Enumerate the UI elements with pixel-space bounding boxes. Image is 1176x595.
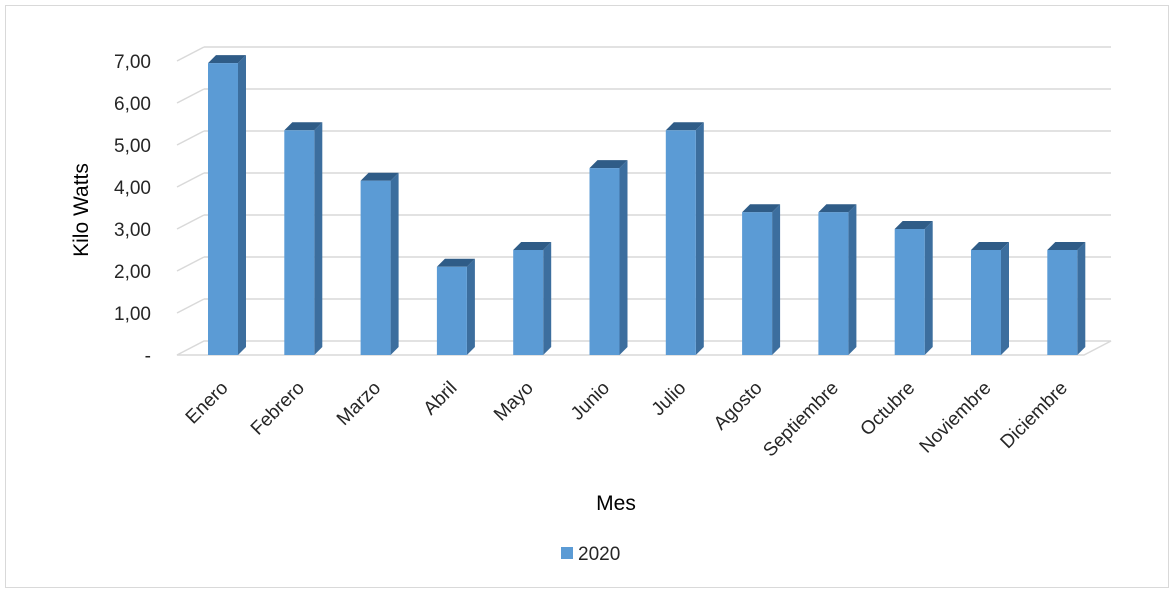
bar-top — [436, 258, 475, 267]
bar-front — [971, 250, 1001, 355]
y-tick-label: 7,00 — [114, 52, 151, 73]
bar — [971, 242, 1009, 355]
bar — [513, 242, 552, 355]
bar — [894, 221, 933, 355]
bar-front — [894, 229, 925, 355]
x-tick-label: Mayo — [490, 378, 538, 426]
x-axis-ticks: Enero Febrero Marzo Abril Mayo Junio Julio Agos… — [182, 378, 1072, 462]
chart-floor — [176, 340, 1112, 356]
bars — [208, 55, 1086, 355]
bar-front — [360, 180, 391, 355]
bar-side — [924, 221, 933, 355]
y-tick-label: 3,00 — [114, 220, 151, 241]
gridline-depth — [176, 88, 205, 104]
bar-top — [971, 242, 1009, 250]
gridline-depth — [176, 130, 205, 146]
bar-front — [589, 168, 620, 355]
y-tick-label: 1,00 — [114, 304, 151, 325]
bar-side — [695, 122, 704, 355]
x-tick-label: Junio — [567, 378, 614, 425]
gridline-depth — [176, 214, 205, 230]
bar-side — [390, 172, 399, 355]
bar — [436, 258, 475, 355]
bar — [665, 122, 704, 355]
bar-side — [1077, 242, 1086, 355]
x-tick-label: Abril — [420, 378, 462, 420]
y-axis-ticks: - 1,00 2,00 3,00 4,00 5,00 6,00 7,00 — [114, 52, 151, 367]
x-tick-label: Julio — [648, 378, 690, 420]
bar-front — [1047, 250, 1078, 355]
y-tick-label: 4,00 — [114, 178, 151, 199]
bar-side — [238, 55, 246, 355]
bar-top — [360, 172, 399, 181]
y-tick-label: 5,00 — [114, 136, 151, 157]
gridline-depth — [176, 256, 205, 272]
bar-top — [284, 122, 323, 131]
gridline-depth — [176, 172, 205, 188]
bar-side — [848, 204, 857, 355]
x-tick-label: Noviembre — [916, 378, 996, 458]
x-tick-label: Febrero — [247, 378, 309, 440]
bar-front — [742, 212, 773, 355]
bar-side — [772, 204, 781, 355]
bar — [284, 122, 323, 355]
bar-front — [284, 130, 315, 355]
bar-top — [818, 204, 857, 213]
bar-front — [436, 266, 467, 355]
gridline-depth — [176, 298, 205, 314]
bar-side — [466, 258, 475, 355]
x-tick-label: Octubre — [857, 378, 920, 441]
y-axis-title: Kilo Watts — [70, 163, 93, 257]
y-tick-label: - — [145, 346, 151, 367]
bar — [742, 204, 781, 355]
bar — [818, 204, 857, 355]
bar — [589, 160, 628, 355]
bar-top — [513, 242, 552, 250]
x-tick-label: Enero — [182, 378, 233, 429]
bar-front — [208, 63, 238, 355]
bar-side — [619, 160, 628, 355]
bar-front — [818, 212, 849, 355]
legend-swatch — [561, 547, 573, 559]
x-tick-label: Marzo — [333, 378, 385, 430]
legend-label: 2020 — [578, 544, 620, 565]
bar-front — [513, 250, 544, 355]
bar-top — [742, 204, 781, 213]
gridline-depth — [176, 46, 205, 62]
y-tick-label: 6,00 — [114, 94, 151, 115]
gridlines — [176, 46, 1111, 314]
x-tick-label: Agosto — [710, 378, 767, 435]
x-tick-label: Diciembre — [997, 378, 1072, 453]
x-tick-label: Septiembre — [759, 378, 843, 462]
bar-top — [208, 55, 246, 64]
legend: 2020 — [561, 544, 620, 565]
bar-side — [314, 122, 323, 355]
bar-top — [665, 122, 704, 131]
bar-side — [1001, 242, 1009, 355]
y-tick-label: 2,00 — [114, 262, 151, 283]
bar-top — [894, 221, 933, 229]
bar-front — [665, 130, 696, 355]
bar — [208, 55, 246, 355]
x-axis-title: Mes — [596, 492, 636, 515]
bar-side — [543, 242, 552, 355]
bar-top — [1047, 242, 1086, 250]
bar — [360, 172, 399, 355]
bar — [1047, 242, 1086, 355]
floor-plane — [176, 340, 1112, 356]
bar-top — [589, 160, 628, 169]
